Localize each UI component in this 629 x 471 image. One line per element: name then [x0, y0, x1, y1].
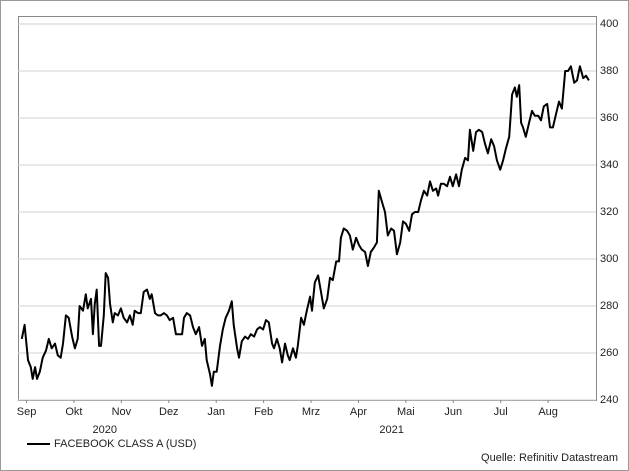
x-tick-label: Jun [444, 406, 462, 418]
x-tick-label: Jan [207, 406, 225, 418]
x-tick-label: Apr [350, 406, 367, 418]
year-label: 2021 [379, 424, 403, 436]
year-label: 2020 [93, 424, 117, 436]
x-tick-label: Mrz [302, 406, 320, 418]
x-tick-label: Aug [538, 406, 558, 418]
x-tick-label: Jul [494, 406, 508, 418]
y-tick-label: 280 [600, 300, 618, 312]
x-tick-label: Sep [17, 406, 37, 418]
x-tick-label: Dez [159, 406, 179, 418]
x-tick-label: Okt [65, 406, 82, 418]
y-tick-label: 240 [600, 394, 618, 406]
y-tick-label: 260 [600, 347, 618, 359]
x-tick-label: Feb [254, 406, 273, 418]
legend-label: FACEBOOK CLASS A (USD) [54, 438, 196, 450]
y-tick-label: 340 [600, 159, 618, 171]
x-tick-label: Nov [112, 406, 132, 418]
source-note: Quelle: Refinitiv Datastream [481, 452, 618, 464]
y-tick-label: 300 [600, 253, 618, 265]
y-tick-label: 360 [600, 112, 618, 124]
x-tick-label: Mai [397, 406, 415, 418]
price-line [20, 65, 590, 387]
y-tick-label: 320 [600, 206, 618, 218]
y-tick-label: 400 [600, 18, 618, 30]
y-tick-label: 380 [600, 65, 618, 77]
